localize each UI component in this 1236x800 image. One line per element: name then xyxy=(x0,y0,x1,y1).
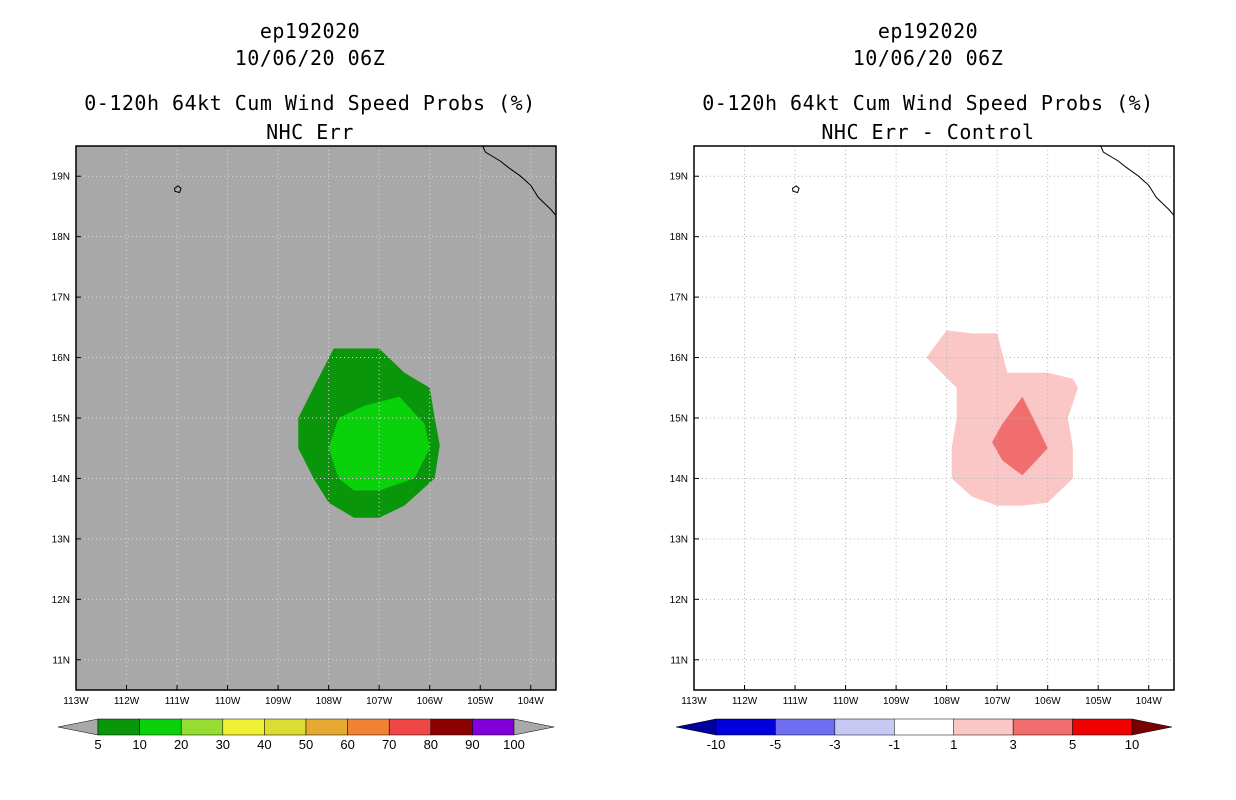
colorbar-end-high xyxy=(1131,718,1173,736)
colorbar-label: 20 xyxy=(174,737,188,752)
colorbar-box xyxy=(305,718,348,736)
colorbar-label: 3 xyxy=(1010,737,1017,752)
tick-label-lon: 108W xyxy=(316,696,343,707)
tick-label-lon: 105W xyxy=(467,696,494,707)
right-storm-id: ep192020 xyxy=(877,19,979,43)
colorbar-box xyxy=(775,718,836,736)
colorbar-box xyxy=(139,718,182,736)
colorbar-end-low xyxy=(57,718,99,736)
tick-label-lon: 107W xyxy=(984,696,1011,707)
colorbar-box xyxy=(715,718,776,736)
tick-label-lon: 109W xyxy=(265,696,292,707)
contour-level-3 xyxy=(992,396,1048,476)
colorbar-label: 5 xyxy=(94,737,101,752)
tick-label-lon: 113W xyxy=(681,696,707,707)
colorbar-box xyxy=(953,718,1014,736)
colorbar-label: 90 xyxy=(465,737,479,752)
tick-label-lat: 14N xyxy=(670,474,688,485)
colorbar-label: 60 xyxy=(340,737,354,752)
colorbar-label: -5 xyxy=(770,737,782,752)
tick-label-lat: 15N xyxy=(52,414,70,425)
tick-label-lon: 112W xyxy=(732,696,758,707)
tick-label-lat: 15N xyxy=(670,414,688,425)
colorbar-label: -10 xyxy=(707,737,726,752)
colorbar-box xyxy=(834,718,895,736)
tick-label-lat: 18N xyxy=(52,232,70,243)
colorbar-label: 70 xyxy=(382,737,396,752)
colorbar-box xyxy=(180,718,224,736)
map-panel-1: 113W 112W 111W 110W 109W 108W 107W 106W 105W 104W… xyxy=(52,145,557,707)
left-storm-id: ep192020 xyxy=(259,19,361,43)
colorbar-label: -3 xyxy=(829,737,841,752)
contour-level-10 xyxy=(328,396,430,491)
tick-label-lat: 13N xyxy=(670,534,688,545)
island-outline xyxy=(791,185,800,194)
tick-label-lon: 112W xyxy=(114,696,140,707)
colorbar-label: 10 xyxy=(1125,737,1139,752)
island-outline xyxy=(173,185,182,194)
colorbar-box xyxy=(1072,718,1133,736)
colorbar-end-high xyxy=(513,718,555,736)
tick-label-lon: 107W xyxy=(366,696,393,707)
left-date: 10/06/20 06Z xyxy=(234,46,386,70)
tick-label-lon: 108W xyxy=(934,696,961,707)
tick-label-lon: 110W xyxy=(833,696,859,707)
colorbar-label: 50 xyxy=(299,737,313,752)
colorbar-2: -10 -5 -3 -1 1 3 5 10 xyxy=(675,718,1173,752)
colorbar-box xyxy=(894,718,954,736)
colorbar-label: 40 xyxy=(257,737,271,752)
colorbar-label: -1 xyxy=(889,737,901,752)
colorbar-box xyxy=(97,718,140,736)
tick-label-lat: 19N xyxy=(670,172,688,183)
colorbar-end-low xyxy=(675,718,717,736)
right-title: 0-120h 64kt Cum Wind Speed Probs (%) xyxy=(702,91,1154,115)
tick-label-lon: 106W xyxy=(417,696,444,707)
tick-label-lat: 16N xyxy=(670,353,688,364)
map-panel-2: 113W 112W 111W 110W 109W 108W 107W 106W 105W 104W… xyxy=(670,145,1175,707)
tick-label-lat: 19N xyxy=(52,172,70,183)
tick-label-lat: 14N xyxy=(52,474,70,485)
tick-label-lon: 105W xyxy=(1085,696,1112,707)
tick-label-lat: 12N xyxy=(52,595,70,606)
tick-label-lon: 104W xyxy=(1136,696,1163,707)
colorbar-1: 5 10 20 30 40 50 60 70 80 90 100 xyxy=(57,718,555,752)
colorbar-box xyxy=(264,718,307,736)
colorbar-box xyxy=(1012,718,1073,736)
tick-label-lon: 109W xyxy=(883,696,910,707)
tick-label-lat: 13N xyxy=(52,534,70,545)
colorbar-label: 1 xyxy=(950,737,957,752)
tick-label-lon: 111W xyxy=(783,696,808,707)
colorbar-label: 80 xyxy=(424,737,438,752)
coastline xyxy=(482,145,557,216)
tick-label-lon: 106W xyxy=(1035,696,1062,707)
tick-label-lat: 17N xyxy=(52,293,70,304)
colorbar-box xyxy=(472,718,515,736)
colorbar-label: 30 xyxy=(216,737,230,752)
tick-label-lon: 111W xyxy=(165,696,190,707)
colorbar-label: 5 xyxy=(1069,737,1076,752)
tick-label-lat: 18N xyxy=(670,232,688,243)
tick-label-lat: 11N xyxy=(52,655,70,666)
tick-label-lon: 110W xyxy=(215,696,241,707)
tick-label-lon: 113W xyxy=(63,696,89,707)
coastline xyxy=(1100,145,1175,216)
colorbar-label: 100 xyxy=(503,737,525,752)
left-subtitle: NHC Err xyxy=(266,120,354,144)
tick-label-lat: 16N xyxy=(52,353,70,364)
tick-label-lat: 12N xyxy=(670,595,688,606)
colorbar-box xyxy=(347,718,390,736)
left-title: 0-120h 64kt Cum Wind Speed Probs (%) xyxy=(84,91,536,115)
colorbar-box xyxy=(388,718,432,736)
tick-label-lat: 11N xyxy=(670,655,688,666)
tick-label-lon: 104W xyxy=(518,696,545,707)
colorbar-box xyxy=(222,718,265,736)
colorbar-label: 10 xyxy=(132,737,146,752)
tick-label-lat: 17N xyxy=(670,293,688,304)
colorbar-box xyxy=(430,718,473,736)
right-subtitle: NHC Err - Control xyxy=(821,120,1035,144)
right-date: 10/06/20 06Z xyxy=(852,46,1004,70)
